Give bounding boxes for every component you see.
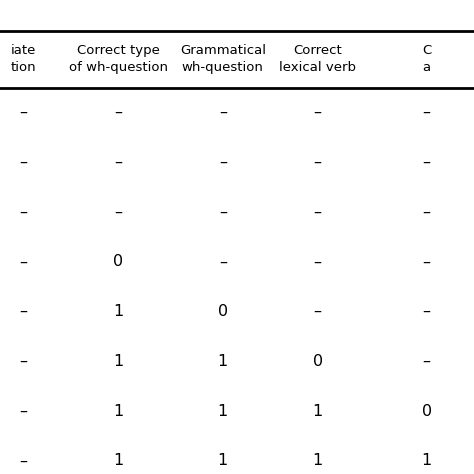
Text: 1: 1 — [113, 304, 124, 319]
Text: –: – — [20, 255, 27, 269]
Text: 1: 1 — [312, 454, 323, 468]
Text: 0: 0 — [113, 255, 124, 269]
Text: –: – — [423, 205, 430, 219]
Text: –: – — [115, 205, 122, 219]
Text: 1: 1 — [218, 354, 228, 369]
Text: Correct type
of wh-question: Correct type of wh-question — [69, 44, 168, 74]
Text: –: – — [20, 304, 27, 319]
Text: –: – — [115, 105, 122, 120]
Text: –: – — [20, 354, 27, 369]
Text: 1: 1 — [113, 404, 124, 419]
Text: 1: 1 — [113, 354, 124, 369]
Text: 0: 0 — [218, 304, 228, 319]
Text: –: – — [219, 205, 227, 219]
Text: –: – — [314, 155, 321, 170]
Text: 1: 1 — [312, 404, 323, 419]
Text: –: – — [20, 205, 27, 219]
Text: –: – — [20, 454, 27, 468]
Text: –: – — [314, 304, 321, 319]
Text: –: – — [314, 255, 321, 269]
Text: –: – — [115, 155, 122, 170]
Text: –: – — [219, 155, 227, 170]
Text: –: – — [20, 404, 27, 419]
Text: –: – — [314, 105, 321, 120]
Text: –: – — [219, 105, 227, 120]
Text: –: – — [423, 304, 430, 319]
Text: –: – — [423, 105, 430, 120]
Text: C
a: C a — [422, 44, 431, 74]
Text: –: – — [423, 155, 430, 170]
Text: 1: 1 — [421, 454, 432, 468]
Text: 0: 0 — [312, 354, 323, 369]
Text: 1: 1 — [218, 454, 228, 468]
Text: –: – — [423, 354, 430, 369]
Text: Correct
lexical verb: Correct lexical verb — [279, 44, 356, 74]
Text: –: – — [20, 105, 27, 120]
Text: 0: 0 — [421, 404, 432, 419]
Text: iate
tion: iate tion — [11, 44, 36, 74]
Text: –: – — [219, 255, 227, 269]
Text: –: – — [314, 205, 321, 219]
Text: –: – — [20, 155, 27, 170]
Text: –: – — [423, 255, 430, 269]
Text: Grammatical
wh-question: Grammatical wh-question — [180, 44, 266, 74]
Text: 1: 1 — [218, 404, 228, 419]
Text: 1: 1 — [113, 454, 124, 468]
